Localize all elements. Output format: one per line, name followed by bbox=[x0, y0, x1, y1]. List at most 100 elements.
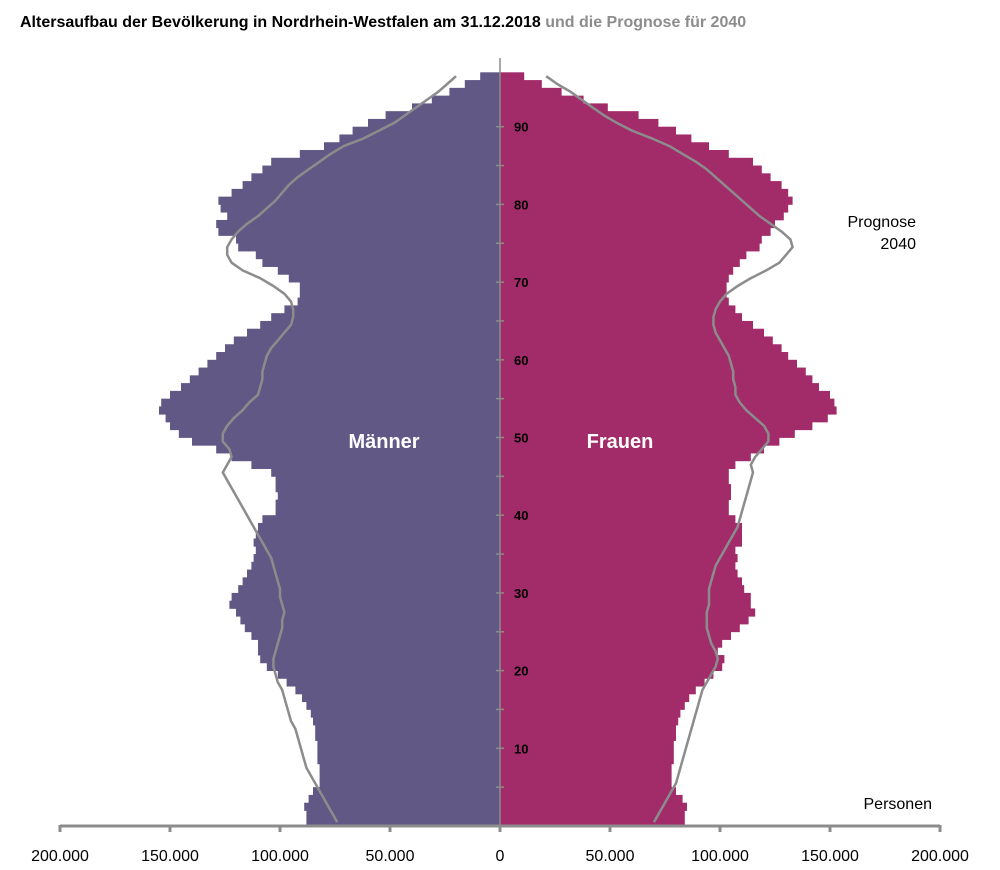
bar-female-age-38 bbox=[500, 522, 742, 532]
bar-male-age-27 bbox=[236, 608, 500, 617]
bar-male-age-70 bbox=[288, 274, 500, 283]
bar-female-age-51 bbox=[500, 421, 813, 431]
bar-male-age-21 bbox=[260, 655, 500, 664]
bar-female-age-5 bbox=[500, 779, 672, 788]
age-label-50: 50 bbox=[514, 431, 528, 446]
bar-female-age-31 bbox=[500, 577, 742, 586]
bar-female-age-12 bbox=[500, 724, 676, 734]
persons-axis: 200.000 150.000 100.000 50.000 0 50.000 100.00… bbox=[31, 824, 969, 865]
bar-female-age-84 bbox=[500, 165, 762, 174]
bar-male-age-36 bbox=[253, 538, 500, 547]
x-tick-label-100000: 100.000 bbox=[691, 848, 749, 865]
bar-male-age-66 bbox=[284, 305, 500, 314]
bar-male-age-2 bbox=[304, 802, 500, 811]
bar-female-age-57 bbox=[500, 375, 813, 384]
bar-female-age-37 bbox=[500, 530, 742, 539]
bar-male-age-91 bbox=[385, 111, 500, 120]
bar-female-age-35 bbox=[500, 546, 736, 555]
bar-male-age-26 bbox=[240, 616, 500, 625]
male-bars bbox=[159, 72, 501, 827]
age-axis: 10 20 30 40 50 60 70 80 90 bbox=[496, 58, 528, 827]
bar-male-age-35 bbox=[255, 546, 500, 555]
bar-male-age-5 bbox=[319, 779, 500, 788]
bar-female-age-36 bbox=[500, 538, 742, 547]
bar-male-age-65 bbox=[271, 313, 500, 322]
bar-female-age-0 bbox=[500, 818, 685, 827]
bar-male-age-87 bbox=[324, 142, 500, 151]
chart-title: Altersaufbau der Bevölkerung in Nordrhei… bbox=[20, 14, 746, 32]
bar-male-age-67 bbox=[297, 297, 500, 306]
bar-female-age-69 bbox=[500, 282, 727, 291]
series-label-female: Frauen bbox=[587, 431, 654, 453]
bar-female-age-78 bbox=[500, 212, 784, 221]
bar-male-age-73 bbox=[255, 251, 500, 260]
bar-male-age-82 bbox=[242, 181, 500, 190]
bar-female-age-86 bbox=[500, 150, 729, 159]
bar-male-age-96 bbox=[480, 72, 500, 81]
bar-male-age-18 bbox=[286, 678, 500, 687]
age-label-20: 20 bbox=[514, 664, 528, 679]
bar-male-age-69 bbox=[299, 282, 500, 291]
bar-male-age-34 bbox=[253, 554, 500, 563]
female-bars bbox=[500, 72, 837, 827]
bar-female-age-92 bbox=[500, 103, 608, 112]
bar-male-age-95 bbox=[464, 80, 500, 89]
bar-male-age-41 bbox=[275, 499, 500, 508]
bar-male-age-33 bbox=[251, 561, 500, 570]
bar-male-age-64 bbox=[260, 320, 500, 330]
bar-male-age-84 bbox=[262, 165, 500, 174]
bar-male-age-17 bbox=[295, 686, 500, 695]
bar-male-age-92 bbox=[412, 103, 500, 112]
bar-female-age-75 bbox=[500, 235, 762, 244]
bar-female-age-7 bbox=[500, 763, 672, 773]
bar-male-age-12 bbox=[315, 724, 500, 734]
bar-male-age-83 bbox=[251, 173, 500, 182]
bar-female-age-58 bbox=[500, 367, 806, 376]
bar-male-age-1 bbox=[306, 810, 500, 819]
bar-male-age-19 bbox=[277, 670, 500, 679]
bar-female-age-67 bbox=[500, 297, 729, 306]
bar-female-age-34 bbox=[500, 554, 738, 563]
age-label-70: 70 bbox=[514, 275, 528, 290]
bar-male-age-31 bbox=[242, 577, 500, 586]
bar-male-age-8 bbox=[317, 756, 500, 765]
bar-male-age-72 bbox=[262, 258, 500, 267]
bar-female-age-82 bbox=[500, 181, 782, 190]
bar-female-age-9 bbox=[500, 748, 674, 757]
bar-female-age-89 bbox=[500, 126, 676, 135]
age-label-40: 40 bbox=[514, 508, 528, 523]
bar-male-age-44 bbox=[275, 476, 500, 485]
forecast-2040-female-line bbox=[545, 75, 794, 823]
bar-male-age-85 bbox=[271, 157, 500, 166]
bar-female-age-19 bbox=[500, 670, 714, 679]
bar-female-age-90 bbox=[500, 118, 659, 128]
bar-male-age-40 bbox=[275, 507, 500, 516]
bar-male-age-10 bbox=[317, 740, 500, 749]
bar-female-age-54 bbox=[500, 398, 835, 407]
bar-female-age-16 bbox=[500, 693, 690, 703]
bar-female-age-60 bbox=[500, 352, 789, 361]
chart-title-sub: und die Prognose für 2040 bbox=[545, 14, 747, 31]
bar-female-age-6 bbox=[500, 771, 672, 780]
x-tick-label--100000: 100.000 bbox=[251, 848, 309, 865]
x-tick-label-50000: 50.000 bbox=[586, 848, 635, 865]
x-tick-label-150000: 150.000 bbox=[801, 848, 859, 865]
bar-female-age-14 bbox=[500, 709, 681, 718]
forecast-label-line1: Prognose bbox=[848, 214, 917, 231]
bar-male-age-86 bbox=[299, 150, 500, 159]
bar-male-age-56 bbox=[181, 383, 500, 392]
bar-male-age-48 bbox=[216, 445, 500, 454]
bar-male-age-0 bbox=[306, 818, 500, 827]
bar-female-age-85 bbox=[500, 157, 753, 166]
bar-female-age-55 bbox=[500, 390, 830, 400]
bar-female-age-64 bbox=[500, 320, 753, 330]
bar-female-age-47 bbox=[500, 453, 751, 462]
bar-female-age-21 bbox=[500, 655, 725, 664]
bar-male-age-13 bbox=[313, 717, 500, 726]
age-label-30: 30 bbox=[514, 586, 528, 601]
bar-male-age-37 bbox=[255, 530, 500, 539]
bar-male-age-93 bbox=[431, 95, 500, 104]
bar-female-age-62 bbox=[500, 336, 773, 345]
bar-female-age-91 bbox=[500, 111, 639, 120]
